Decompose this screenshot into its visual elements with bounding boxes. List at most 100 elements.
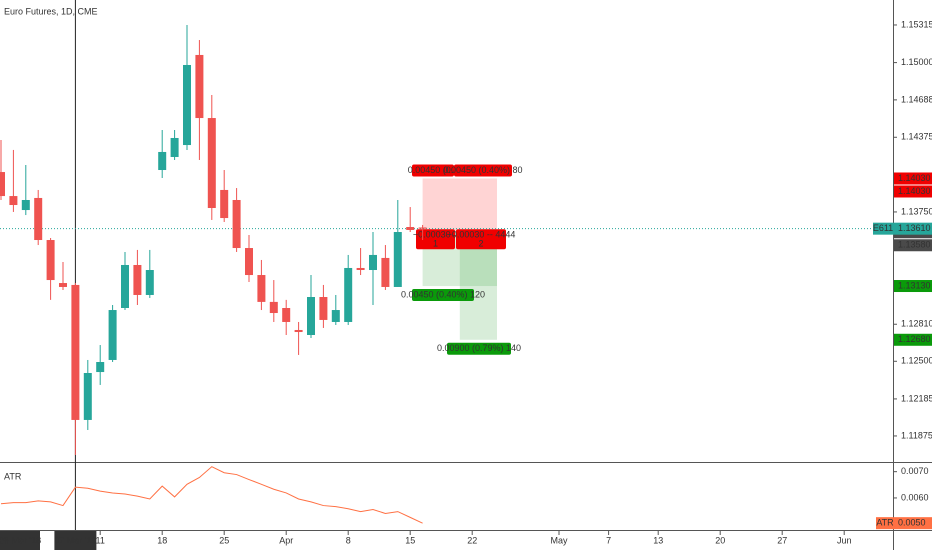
candle-body bbox=[232, 199, 241, 249]
price-label-box bbox=[894, 185, 932, 198]
target-zone bbox=[459, 232, 497, 340]
x-tick-label: Apr bbox=[279, 535, 293, 545]
candle-body bbox=[381, 257, 390, 287]
candle-body bbox=[245, 248, 253, 276]
current-tag: E611 bbox=[873, 223, 893, 233]
current-price-label: 1.13610 bbox=[898, 223, 931, 233]
price-label: 1.12680 bbox=[898, 334, 931, 344]
entry-label: 1 bbox=[433, 239, 438, 249]
candle-body bbox=[257, 275, 266, 302]
stop-label: 0.00450 (0.40%) 80 bbox=[443, 165, 522, 175]
x-tick-label: Jun bbox=[837, 535, 852, 545]
current-tag-box bbox=[873, 222, 894, 235]
candle-body bbox=[294, 329, 303, 333]
candle-body bbox=[344, 267, 353, 322]
target-label-box bbox=[412, 289, 474, 302]
candle-body bbox=[183, 64, 191, 146]
x-tick-label: 22 bbox=[467, 535, 477, 545]
candle-body bbox=[59, 283, 67, 287]
candle-body bbox=[96, 362, 105, 373]
entry-label: −0.00030 -- 4444 bbox=[447, 230, 516, 240]
price-label-box bbox=[894, 333, 932, 346]
price-label-box bbox=[894, 280, 932, 293]
stop-zone bbox=[422, 178, 497, 233]
candle-body bbox=[307, 297, 315, 336]
candle-body bbox=[170, 137, 179, 157]
price-label-box bbox=[894, 239, 932, 252]
atr-tick-label: 0.0060 bbox=[901, 492, 929, 502]
target-label-box bbox=[447, 342, 511, 355]
candle-body bbox=[0, 172, 5, 197]
x-tick-label: 27 bbox=[777, 535, 787, 545]
y-tick-label: 1.12185 bbox=[901, 393, 932, 403]
candle-body bbox=[406, 226, 415, 230]
x-tick-label: 15 bbox=[405, 535, 415, 545]
candle-body bbox=[418, 227, 427, 229]
candle-body bbox=[133, 264, 142, 295]
candle-body bbox=[356, 267, 365, 271]
atr-line bbox=[0, 466, 423, 524]
price-label: 1.13130 bbox=[898, 280, 931, 290]
range-start-box bbox=[0, 531, 40, 550]
entry-label-box bbox=[456, 229, 506, 250]
x-tick-label: 20 bbox=[715, 535, 725, 545]
range-start-label: 08 Mar '18 bbox=[0, 535, 41, 545]
x-tick-label: May bbox=[550, 535, 568, 545]
target-label: 0.00450 (0.40%) 120 bbox=[401, 289, 485, 299]
stop-label-box bbox=[454, 164, 512, 177]
price-label: 1.14030 bbox=[898, 173, 931, 183]
y-tick-label: 1.14375 bbox=[901, 132, 932, 142]
atr-last-label: 0.0050 bbox=[898, 518, 926, 528]
y-tick-label: 1.14688 bbox=[901, 94, 932, 104]
candle-body bbox=[121, 264, 129, 308]
price-label: 1.13580 bbox=[898, 240, 931, 250]
entry-label: 2 bbox=[478, 239, 483, 249]
candle-body bbox=[393, 232, 402, 287]
candle-body bbox=[220, 189, 229, 219]
stop-label-box bbox=[412, 164, 454, 177]
candle-body bbox=[34, 197, 43, 241]
entry-label-box bbox=[416, 229, 455, 250]
candle-body bbox=[369, 254, 377, 271]
y-tick-label: 1.12500 bbox=[901, 356, 932, 366]
candle-body bbox=[331, 310, 340, 322]
y-tick-label: 1.11875 bbox=[901, 430, 932, 440]
candle-body bbox=[21, 199, 30, 211]
y-tick-label: 1.15000 bbox=[901, 57, 932, 67]
atr-last-tag bbox=[876, 517, 894, 530]
crosshair-label: 07 Mar '19 bbox=[54, 535, 96, 545]
atr-last-name: ATR bbox=[876, 518, 894, 528]
stop-label: 0.00450 (0.4 bbox=[408, 165, 459, 175]
x-tick-label: 18 bbox=[157, 535, 167, 545]
y-tick-label: 1.12810 bbox=[901, 319, 932, 329]
y-tick-label: 1.13750 bbox=[901, 206, 932, 216]
x-tick-label: 25 bbox=[219, 535, 229, 545]
y-tick-label: 1.15315 bbox=[901, 19, 932, 29]
candle-body bbox=[282, 308, 291, 322]
atr-last-box bbox=[894, 517, 932, 530]
candle-body bbox=[269, 301, 278, 314]
current-price-box bbox=[894, 222, 932, 235]
candle-body bbox=[158, 151, 167, 171]
candle-body bbox=[195, 54, 204, 119]
candle-body bbox=[207, 118, 216, 209]
chart-title: Euro Futures, 1D, CME bbox=[4, 6, 98, 16]
candle-body bbox=[71, 284, 80, 420]
atr-tick-label: 0.0070 bbox=[901, 466, 929, 476]
x-tick-label: 7 bbox=[606, 535, 611, 545]
x-tick-label: 13 bbox=[653, 535, 663, 545]
candle-body bbox=[145, 270, 154, 295]
indicator-name: ATR bbox=[4, 471, 22, 481]
candle-body bbox=[46, 240, 55, 281]
candle-body bbox=[108, 310, 117, 360]
target-label: 0.00900 (0.79%) 140 bbox=[437, 343, 521, 353]
x-tick-label: 8 bbox=[346, 535, 351, 545]
crosshair-box bbox=[54, 531, 97, 550]
x-tick-label: 11 bbox=[96, 535, 105, 545]
entry-label: −0.00030 – bbox=[413, 230, 458, 240]
candle-body bbox=[319, 297, 328, 320]
candle-body bbox=[83, 372, 92, 420]
candle-body bbox=[9, 196, 18, 206]
